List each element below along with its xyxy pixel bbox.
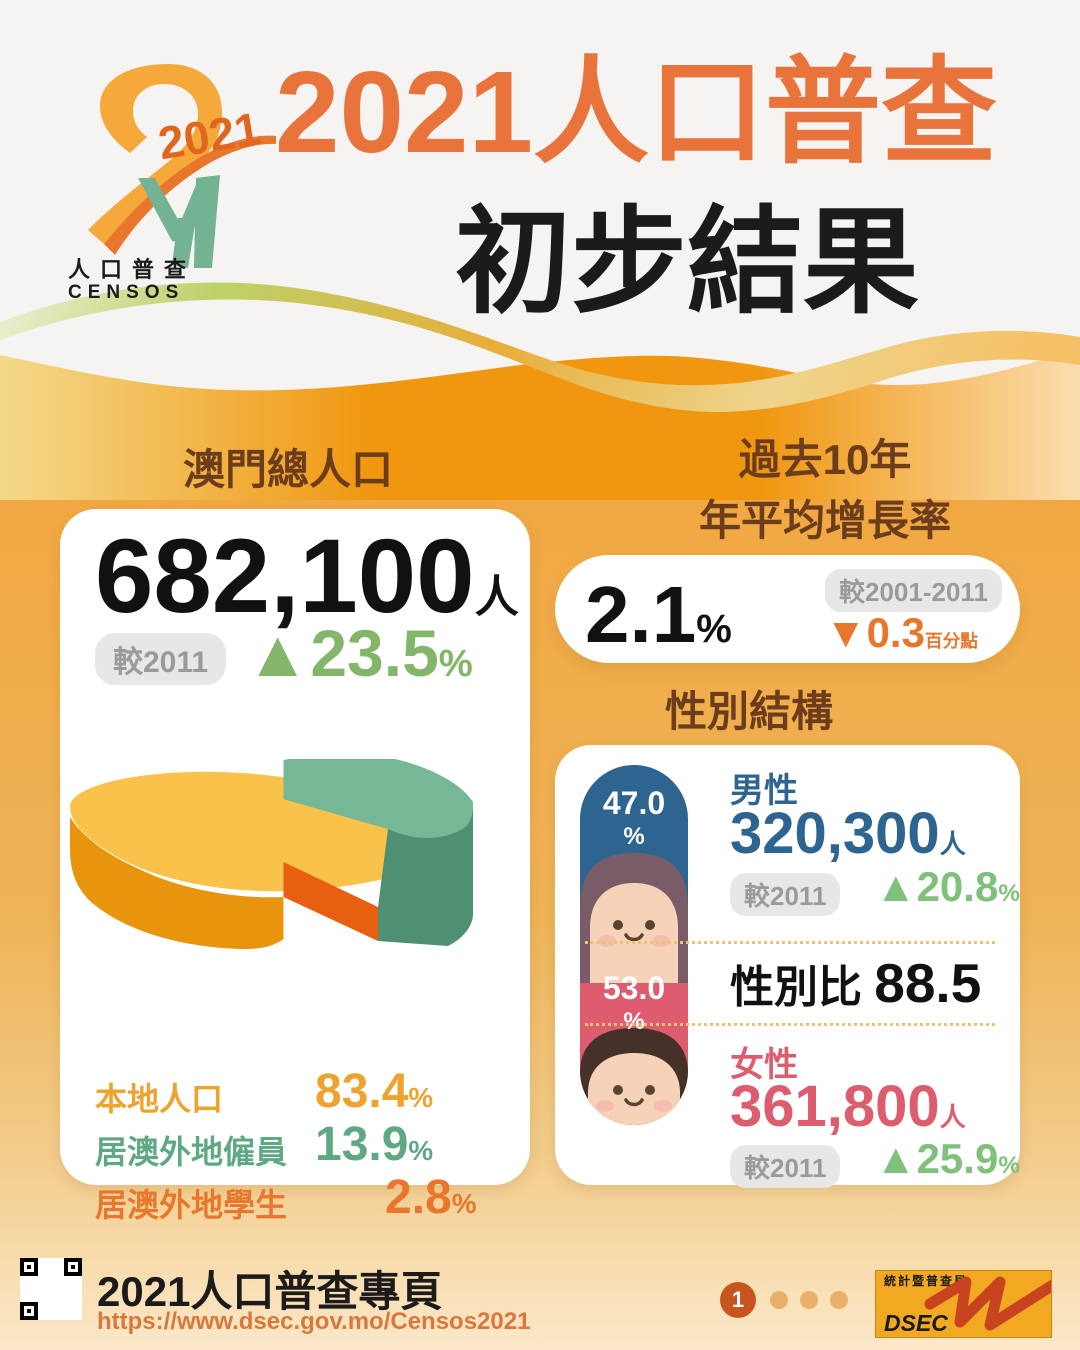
svg-text:2021: 2021 [155,102,264,169]
